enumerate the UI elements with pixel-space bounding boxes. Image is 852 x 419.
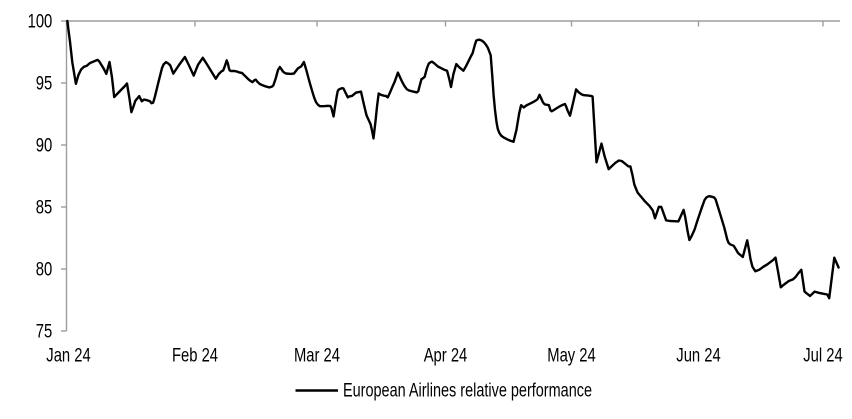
svg-text:Jun 24: Jun 24	[676, 346, 721, 367]
svg-text:75: 75	[36, 322, 53, 343]
svg-text:Apr 24: Apr 24	[424, 346, 468, 367]
svg-text:80: 80	[36, 260, 53, 281]
svg-text:100: 100	[28, 12, 53, 33]
svg-text:85: 85	[36, 198, 53, 219]
svg-text:Feb 24: Feb 24	[172, 346, 218, 367]
svg-text:Mar 24: Mar 24	[294, 346, 340, 367]
svg-text:90: 90	[36, 136, 53, 157]
svg-text:Jan 24: Jan 24	[46, 346, 91, 367]
svg-text:95: 95	[36, 74, 53, 95]
svg-text:May 24: May 24	[547, 346, 596, 367]
svg-text:European Airlines relative per: European Airlines relative performance	[343, 381, 592, 402]
svg-text:Jul 24: Jul 24	[803, 346, 843, 367]
